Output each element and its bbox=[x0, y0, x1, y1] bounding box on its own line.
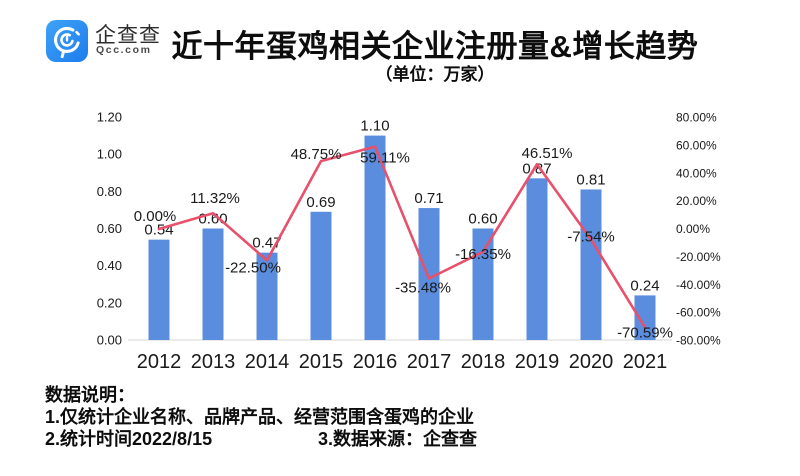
growth-label: 48.75% bbox=[291, 146, 342, 163]
growth-label: 46.51% bbox=[522, 145, 573, 162]
category-label: 2015 bbox=[299, 351, 344, 373]
growth-label: 59.11% bbox=[360, 150, 410, 167]
bar bbox=[634, 295, 656, 340]
bar-value-label: 0.60 bbox=[468, 211, 497, 228]
category-label: 2012 bbox=[137, 351, 182, 373]
bar bbox=[256, 252, 278, 340]
right-axis-tick: -40.00% bbox=[676, 278, 721, 292]
category-label: 2018 bbox=[461, 351, 506, 373]
left-axis-tick: 1.20 bbox=[97, 110, 122, 125]
notes-stat-time: 2.统计时间2022/8/15 bbox=[45, 429, 213, 449]
bar bbox=[202, 228, 224, 340]
bar bbox=[364, 135, 386, 340]
right-axis-tick: 0.00% bbox=[676, 222, 710, 236]
right-axis-tick: -60.00% bbox=[676, 306, 721, 320]
notes-line-1: 1.仅统计企业名称、品牌产品、经营范围含蛋鸡的企业 bbox=[45, 407, 475, 427]
bar bbox=[418, 208, 440, 340]
growth-line bbox=[157, 145, 647, 329]
category-label: 2017 bbox=[407, 351, 452, 373]
bar-value-label: 0.69 bbox=[306, 194, 335, 211]
right-axis-tick: 60.00% bbox=[676, 138, 717, 152]
growth-label: -70.59% bbox=[617, 324, 673, 341]
growth-label: -7.54% bbox=[567, 229, 615, 246]
bar bbox=[580, 189, 602, 340]
growth-label: 0.00% bbox=[134, 208, 177, 225]
bar-value-label: 0.71 bbox=[414, 190, 443, 207]
bar-value-label: 0.87 bbox=[522, 160, 551, 177]
brand-name: 企查查 bbox=[95, 24, 161, 47]
category-label: 2019 bbox=[515, 351, 560, 373]
right-axis-tick: 80.00% bbox=[676, 111, 717, 125]
left-axis-tick: 0.20 bbox=[97, 295, 122, 310]
bar-value-label: 0.24 bbox=[630, 277, 659, 294]
category-label: 2013 bbox=[191, 351, 236, 373]
left-axis-tick: 0.40 bbox=[97, 258, 122, 273]
right-axis-tick: -20.00% bbox=[676, 250, 721, 264]
growth-label: -16.35% bbox=[455, 246, 511, 263]
bar bbox=[148, 239, 170, 340]
notes-line-2: 2.统计时间2022/8/15 3.数据来源：企查查 bbox=[45, 428, 477, 450]
bar-value-label: 0.81 bbox=[576, 171, 605, 188]
notes-heading: 数据说明： bbox=[45, 385, 135, 405]
left-axis-tick: 0.60 bbox=[97, 221, 122, 236]
right-axis-tick: 40.00% bbox=[676, 166, 717, 180]
category-label: 2014 bbox=[245, 351, 290, 373]
growth-label: -22.50% bbox=[225, 259, 281, 276]
right-axis-tick: -80.00% bbox=[676, 334, 721, 348]
notes-source: 3.数据来源：企查查 bbox=[318, 429, 478, 449]
bar bbox=[310, 211, 332, 340]
bar bbox=[472, 228, 494, 340]
page-subtitle: （单位：万家） bbox=[375, 65, 495, 84]
category-label: 2016 bbox=[353, 351, 398, 373]
growth-label: -35.48% bbox=[395, 279, 451, 296]
page-title: 近十年蛋鸡相关企业注册量&增长趋势 bbox=[171, 29, 699, 64]
right-axis-tick: 20.00% bbox=[676, 194, 717, 208]
left-axis-tick: 0.80 bbox=[97, 184, 122, 199]
data-notes: 数据说明： 1.仅统计企业名称、品牌产品、经营范围含蛋鸡的企业 2.统计时间20… bbox=[45, 384, 477, 450]
growth-label: 11.32% bbox=[190, 190, 240, 207]
category-label: 2020 bbox=[569, 351, 614, 373]
chart: 0.00 0.20 0.40 0.60 0.80 1.00 1.20 80.00% 60.00%… bbox=[97, 110, 721, 374]
left-axis-tick: 0.00 bbox=[97, 333, 122, 348]
bar bbox=[526, 178, 548, 340]
bar-value-label: 1.10 bbox=[360, 118, 389, 135]
left-axis-tick: 1.00 bbox=[97, 147, 122, 162]
brand-domain: Qcc.com bbox=[96, 44, 152, 56]
category-label: 2021 bbox=[623, 351, 668, 373]
qcc-logo-icon bbox=[46, 20, 88, 62]
